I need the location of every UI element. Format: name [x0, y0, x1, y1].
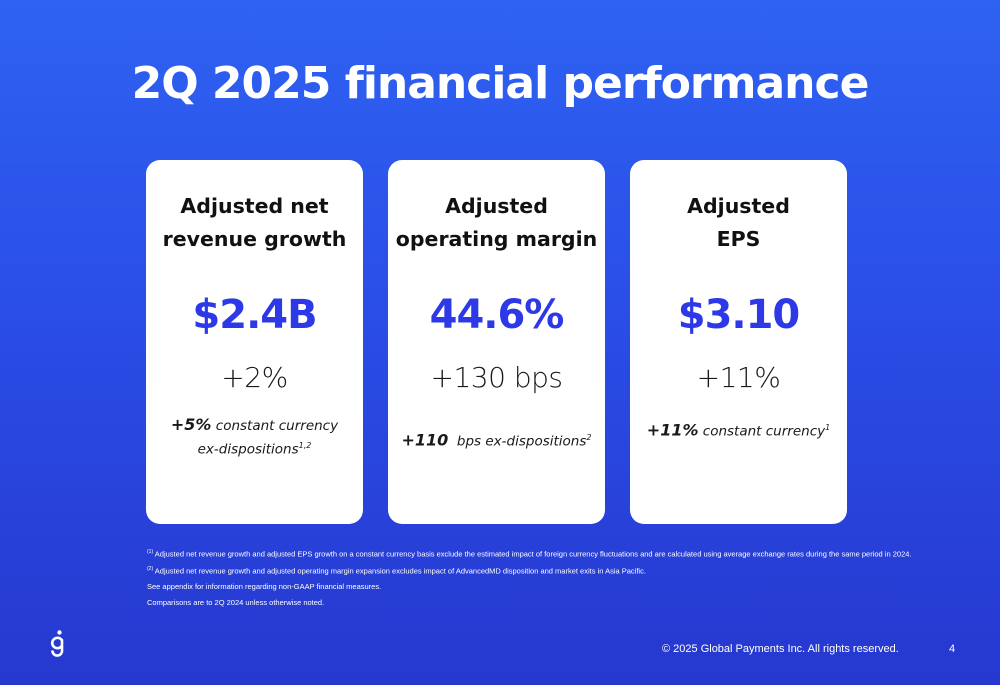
card-adjusted-eps: Adjusted EPS $3.10 +11% +11% constant cu…: [630, 160, 847, 524]
card-adjusted-operating-margin: Adjusted operating margin 44.6% +130 bps…: [388, 160, 605, 524]
slide-title: 2Q 2025 financial performance: [131, 58, 870, 109]
footnote-text: Adjusted net revenue growth and adjusted…: [154, 549, 912, 559]
card-title-line2: EPS: [716, 227, 761, 251]
card-value: $3.10: [677, 292, 801, 338]
footnote-1: (1) Adjusted net revenue growth and adju…: [147, 549, 947, 559]
card-title: Adjusted operating margin: [388, 190, 605, 256]
card-title-line2: revenue growth: [162, 227, 347, 251]
footnote-marker: (1): [147, 549, 154, 555]
card-note-line2: ex-dispositions: [197, 441, 299, 458]
card-note-text: constant currency: [702, 423, 826, 440]
card-note-superscript: 1: [825, 423, 831, 432]
card-note-bold: +5%: [170, 415, 212, 434]
card-note-text: constant currency: [215, 418, 339, 434]
footnote-3: See appendix for information regarding n…: [147, 582, 947, 591]
card-title-line1: Adjusted net: [180, 194, 329, 218]
footnote-2: (2) Adjusted net revenue growth and adju…: [147, 566, 947, 576]
page-number: 4: [949, 643, 956, 655]
card-note-superscript: 2: [586, 433, 592, 442]
card-note: +110 bps ex-dispositions2: [396, 428, 597, 452]
global-payments-logo-icon: [51, 630, 64, 657]
card-note-superscript: 1,2: [298, 441, 312, 450]
card-change: +2%: [221, 361, 288, 394]
card-note-text: bps ex-dispositions: [456, 433, 587, 450]
card-adjusted-net-revenue: Adjusted net revenue growth $2.4B +2% +5…: [146, 160, 363, 524]
footnote-4: Comparisons are to 2Q 2024 unless otherw…: [147, 598, 947, 607]
footnote-marker: (2): [147, 565, 154, 572]
footnote-text: Adjusted net revenue growth and adjusted…: [154, 566, 646, 575]
card-note: +5% constant currency ex-dispositions1,2: [154, 415, 355, 460]
card-change: +11%: [696, 361, 781, 394]
card-note: +11% constant currency1: [638, 418, 839, 442]
card-note-bold: +110: [401, 430, 449, 450]
card-title-line2: operating margin: [395, 227, 598, 251]
card-note-bold: +11%: [646, 420, 699, 440]
card-title-line1: Adjusted: [445, 194, 548, 218]
card-change: +130 bps: [430, 361, 563, 394]
card-value: 44.6%: [429, 292, 565, 338]
footnotes: (1) Adjusted net revenue growth and adju…: [147, 549, 947, 614]
card-value: $2.4B: [192, 292, 317, 338]
card-title: Adjusted net revenue growth: [146, 190, 363, 256]
footnote-text: See appendix for information regarding n…: [147, 582, 382, 591]
card-title-line1: Adjusted: [687, 194, 790, 218]
card-title: Adjusted EPS: [630, 190, 847, 256]
copyright-text: © 2025 Global Payments Inc. All rights r…: [662, 643, 899, 655]
footnote-text: Comparisons are to 2Q 2024 unless otherw…: [147, 598, 325, 607]
